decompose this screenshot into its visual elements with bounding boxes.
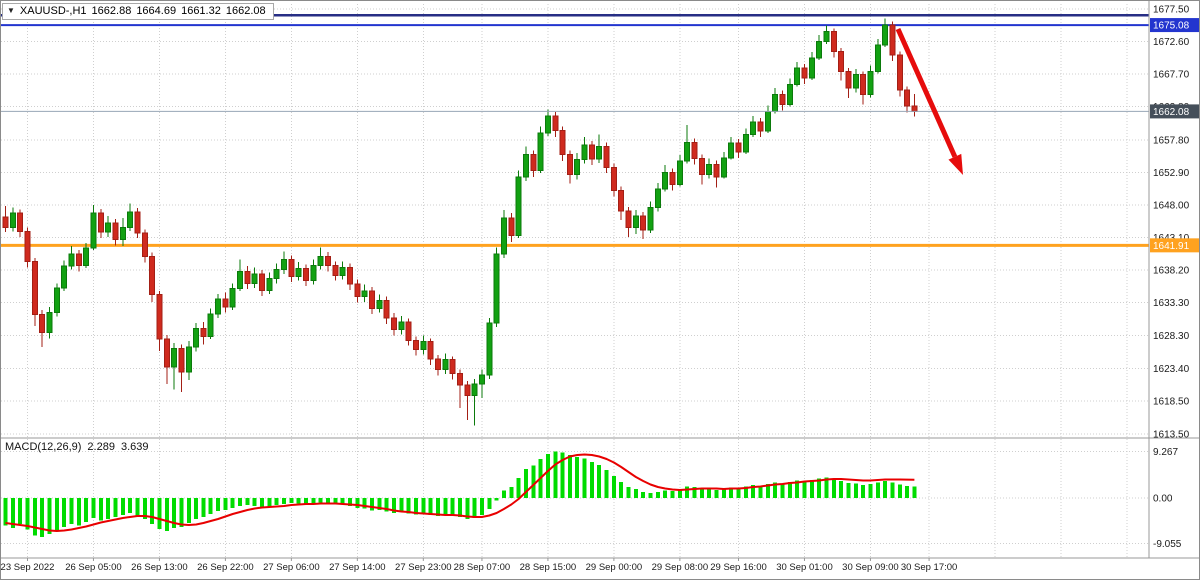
svg-text:27 Sep 23:00: 27 Sep 23:00 <box>395 562 452 573</box>
chart-ohlc-label: ▼ XAUUSD-,H1 1662.88 1664.69 1661.32 166… <box>2 3 274 20</box>
svg-text:29 Sep 16:00: 29 Sep 16:00 <box>710 562 767 573</box>
ohlc-low: 1661.32 <box>181 5 221 17</box>
svg-text:27 Sep 06:00: 27 Sep 06:00 <box>263 562 320 573</box>
symbol-dropdown-icon[interactable]: ▼ <box>7 6 15 15</box>
svg-text:1633.30: 1633.30 <box>1153 298 1190 309</box>
macd-signal-value: 3.639 <box>120 441 149 453</box>
svg-text:1657.80: 1657.80 <box>1153 135 1190 146</box>
svg-text:1652.90: 1652.90 <box>1153 168 1190 179</box>
grid <box>1 4 1149 557</box>
svg-text:-9.055: -9.055 <box>1153 539 1182 550</box>
svg-text:0.00: 0.00 <box>1153 494 1173 505</box>
svg-text:29 Sep 00:00: 29 Sep 00:00 <box>586 562 643 573</box>
time-axis[interactable]: 23 Sep 2022 26 Sep 05:00 26 Sep 13:00 26 Se… <box>1 558 957 573</box>
svg-text:1672.60: 1672.60 <box>1153 37 1190 48</box>
ohlc-close: 1662.08 <box>225 5 266 17</box>
price-axis-background <box>1150 1 1199 579</box>
svg-text:28 Sep 15:00: 28 Sep 15:00 <box>520 562 577 573</box>
svg-text:26 Sep 13:00: 26 Sep 13:00 <box>131 562 188 573</box>
svg-text:27 Sep 14:00: 27 Sep 14:00 <box>329 562 386 573</box>
svg-text:30 Sep 01:00: 30 Sep 01:00 <box>776 562 833 573</box>
svg-text:30 Sep 17:00: 30 Sep 17:00 <box>901 562 958 573</box>
ohlc-open: 1662.88 <box>91 5 132 17</box>
svg-text:1641.91: 1641.91 <box>1153 241 1190 252</box>
svg-text:28 Sep 07:00: 28 Sep 07:00 <box>454 562 511 573</box>
svg-text:1677.50: 1677.50 <box>1153 5 1190 16</box>
price-badge: 1662.08 <box>1150 104 1199 119</box>
macd-main-value: 2.289 <box>87 441 115 453</box>
svg-text:1623.40: 1623.40 <box>1153 364 1190 375</box>
svg-text:1662.08: 1662.08 <box>1153 107 1190 118</box>
svg-text:26 Sep 05:00: 26 Sep 05:00 <box>65 562 122 573</box>
svg-text:30 Sep 09:00: 30 Sep 09:00 <box>842 562 899 573</box>
svg-text:1628.30: 1628.30 <box>1153 331 1190 342</box>
price-badge: 1675.08 <box>1150 18 1199 33</box>
symbol-timeframe: XAUUSD-,H1 <box>19 5 87 17</box>
macd-indicator-label: MACD(12,26,9) 2.289 3.639 <box>5 441 148 453</box>
svg-text:26 Sep 22:00: 26 Sep 22:00 <box>197 562 254 573</box>
svg-text:23 Sep 2022: 23 Sep 2022 <box>1 562 54 573</box>
svg-text:9.267: 9.267 <box>1153 447 1178 458</box>
macd-signal-line <box>5 453 915 532</box>
macd-name: MACD(12,26,9) <box>5 441 82 453</box>
svg-text:1675.08: 1675.08 <box>1153 21 1190 32</box>
svg-text:1638.20: 1638.20 <box>1153 265 1190 276</box>
svg-text:1613.50: 1613.50 <box>1153 430 1190 441</box>
svg-text:1618.50: 1618.50 <box>1153 396 1190 407</box>
price-badge: 1641.91 <box>1150 238 1199 253</box>
macd-histogram <box>3 451 917 537</box>
svg-text:1648.00: 1648.00 <box>1153 200 1190 211</box>
svg-text:29 Sep 08:00: 29 Sep 08:00 <box>652 562 709 573</box>
candlesticks <box>2 18 918 426</box>
trend-arrow[interactable] <box>895 27 963 175</box>
svg-text:1667.70: 1667.70 <box>1153 70 1190 81</box>
ohlc-high: 1664.69 <box>136 5 177 17</box>
